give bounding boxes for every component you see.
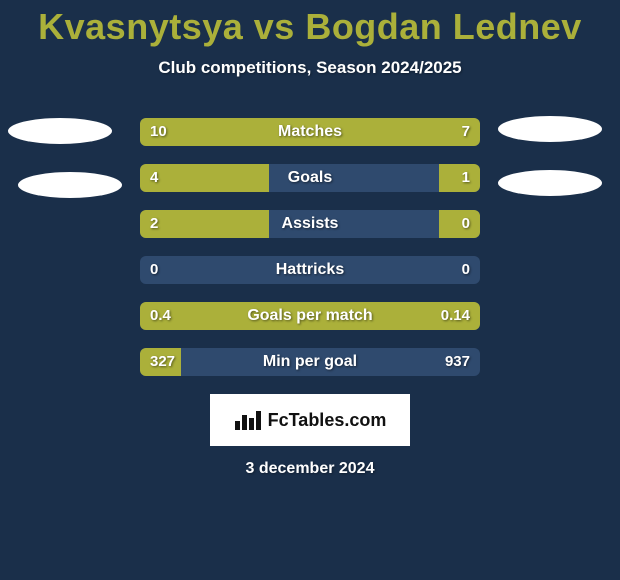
page-title: Kvasnytsya vs Bogdan Lednev bbox=[0, 6, 620, 48]
player-photo-placeholder bbox=[18, 172, 122, 198]
comparison-chart: 107Matches41Goals20Assists00Hattricks0.4… bbox=[0, 118, 620, 376]
source-logo: FcTables.com bbox=[210, 394, 410, 446]
metric-label: Matches bbox=[140, 118, 480, 146]
stat-row: 327937Min per goal bbox=[0, 348, 620, 376]
date-label: 3 december 2024 bbox=[0, 460, 620, 478]
subtitle: Club competitions, Season 2024/2025 bbox=[0, 58, 620, 78]
metric-label: Goals per match bbox=[140, 302, 480, 330]
bars-icon bbox=[234, 409, 262, 431]
player-photo-placeholder bbox=[8, 118, 112, 144]
player-photo-placeholder bbox=[498, 116, 602, 142]
stat-row: 00Hattricks bbox=[0, 256, 620, 284]
stat-row: 20Assists bbox=[0, 210, 620, 238]
metric-label: Min per goal bbox=[140, 348, 480, 376]
stat-row: 0.40.14Goals per match bbox=[0, 302, 620, 330]
metric-label: Goals bbox=[140, 164, 480, 192]
logo-text: FcTables.com bbox=[268, 410, 387, 431]
metric-label: Hattricks bbox=[140, 256, 480, 284]
metric-label: Assists bbox=[140, 210, 480, 238]
player-photo-placeholder bbox=[498, 170, 602, 196]
